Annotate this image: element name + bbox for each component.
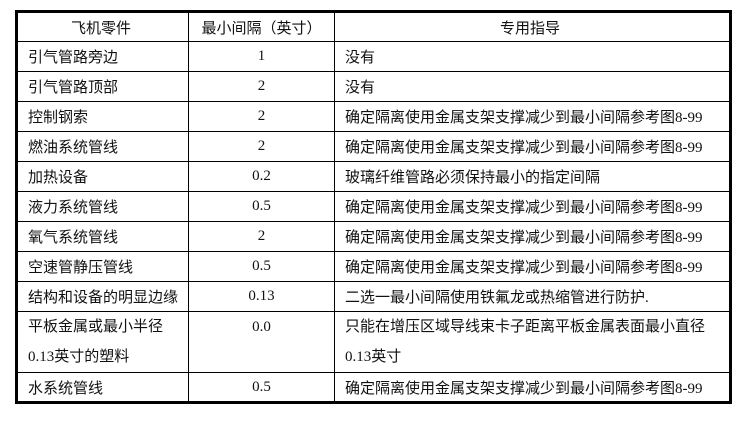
cell-min-gap: 2 — [188, 101, 335, 132]
cell-part: 空速管静压管线 — [16, 251, 189, 282]
cell-guidance: 确定隔离使用金属支架支撑减少到最小间隔参考图8-99 — [334, 191, 731, 222]
cell-part: 引气管路旁边 — [16, 41, 189, 72]
cell-part-line: 平板金属或最小半径 — [28, 319, 164, 335]
table-row: 空速管静压管线 0.5 确定隔离使用金属支架支撑减少到最小间隔参考图8-99 — [16, 251, 731, 282]
table-row: 引气管路顶部 2 没有 — [16, 71, 731, 102]
cell-part: 加热设备 — [16, 161, 189, 192]
column-header-guidance: 专用指导 — [334, 11, 731, 42]
cell-guidance: 玻璃纤维管路必须保持最小的指定间隔 — [334, 161, 731, 192]
cell-part: 平板金属或最小半径 0.13英寸的塑料 — [16, 311, 189, 373]
table-row: 平板金属或最小半径 0.13英寸的塑料 0.0 只能在增压区域导线束卡子距离平板… — [16, 311, 731, 373]
header-row: 飞机零件 最小间隔（英寸） 专用指导 — [16, 11, 731, 42]
table-row: 结构和设备的明显边缘 0.13 二选一最小间隔使用铁氟龙或热缩管进行防护. — [16, 281, 731, 312]
cell-min-gap: 2 — [188, 221, 335, 252]
cell-guidance: 没有 — [334, 41, 731, 72]
cell-guidance: 二选一最小间隔使用铁氟龙或热缩管进行防护. — [334, 281, 731, 312]
cell-min-gap: 2 — [188, 131, 335, 162]
column-header-min-gap: 最小间隔（英寸） — [188, 11, 335, 42]
cell-part: 氧气系统管线 — [16, 221, 189, 252]
table-row: 加热设备 0.2 玻璃纤维管路必须保持最小的指定间隔 — [16, 161, 731, 192]
cell-guidance: 没有 — [334, 71, 731, 102]
cell-guidance: 确定隔离使用金属支架支撑减少到最小间隔参考图8-99 — [334, 221, 731, 252]
cell-guidance: 确定隔离使用金属支架支撑减少到最小间隔参考图8-99 — [334, 101, 731, 132]
aircraft-parts-clearance-table: 飞机零件 最小间隔（英寸） 专用指导 引气管路旁边 1 没有 引气管路顶部 2 … — [15, 10, 732, 404]
cell-part: 控制钢索 — [16, 101, 189, 132]
cell-min-gap: 0.5 — [188, 251, 335, 282]
cell-min-gap: 2 — [188, 71, 335, 102]
cell-min-gap: 0.5 — [188, 372, 335, 403]
cell-min-gap: 0.13 — [188, 281, 335, 312]
cell-part: 结构和设备的明显边缘 — [16, 281, 189, 312]
cell-guidance: 确定隔离使用金属支架支撑减少到最小间隔参考图8-99 — [334, 372, 731, 403]
cell-min-gap: 0.2 — [188, 161, 335, 192]
table-row: 氧气系统管线 2 确定隔离使用金属支架支撑减少到最小间隔参考图8-99 — [16, 221, 731, 252]
table-row: 燃油系统管线 2 确定隔离使用金属支架支撑减少到最小间隔参考图8-99 — [16, 131, 731, 162]
table-row: 引气管路旁边 1 没有 — [16, 41, 731, 72]
cell-guidance-line: 只能在增压区域导线束卡子距离平板金属表面最小直径 — [345, 319, 706, 335]
cell-min-gap: 0.5 — [188, 191, 335, 222]
cell-part: 引气管路顶部 — [16, 71, 189, 102]
cell-part: 水系统管线 — [16, 372, 189, 403]
table-row: 控制钢索 2 确定隔离使用金属支架支撑减少到最小间隔参考图8-99 — [16, 101, 731, 132]
cell-part: 液力系统管线 — [16, 191, 189, 222]
cell-part-line: 0.13英寸的塑料 — [28, 349, 130, 365]
cell-guidance: 只能在增压区域导线束卡子距离平板金属表面最小直径 0.13英寸 — [334, 311, 731, 373]
table-header: 飞机零件 最小间隔（英寸） 专用指导 — [16, 11, 731, 42]
cell-min-gap: 1 — [188, 41, 335, 72]
table-row: 水系统管线 0.5 确定隔离使用金属支架支撑减少到最小间隔参考图8-99 — [16, 372, 731, 403]
cell-guidance: 确定隔离使用金属支架支撑减少到最小间隔参考图8-99 — [334, 131, 731, 162]
cell-guidance: 确定隔离使用金属支架支撑减少到最小间隔参考图8-99 — [334, 251, 731, 282]
column-header-part: 飞机零件 — [16, 11, 189, 42]
table-row: 液力系统管线 0.5 确定隔离使用金属支架支撑减少到最小间隔参考图8-99 — [16, 191, 731, 222]
cell-part: 燃油系统管线 — [16, 131, 189, 162]
cell-min-gap: 0.0 — [188, 311, 335, 373]
table-body: 引气管路旁边 1 没有 引气管路顶部 2 没有 控制钢索 2 确定隔离使用金属支… — [16, 41, 731, 403]
cell-guidance-line: 0.13英寸 — [345, 349, 402, 365]
